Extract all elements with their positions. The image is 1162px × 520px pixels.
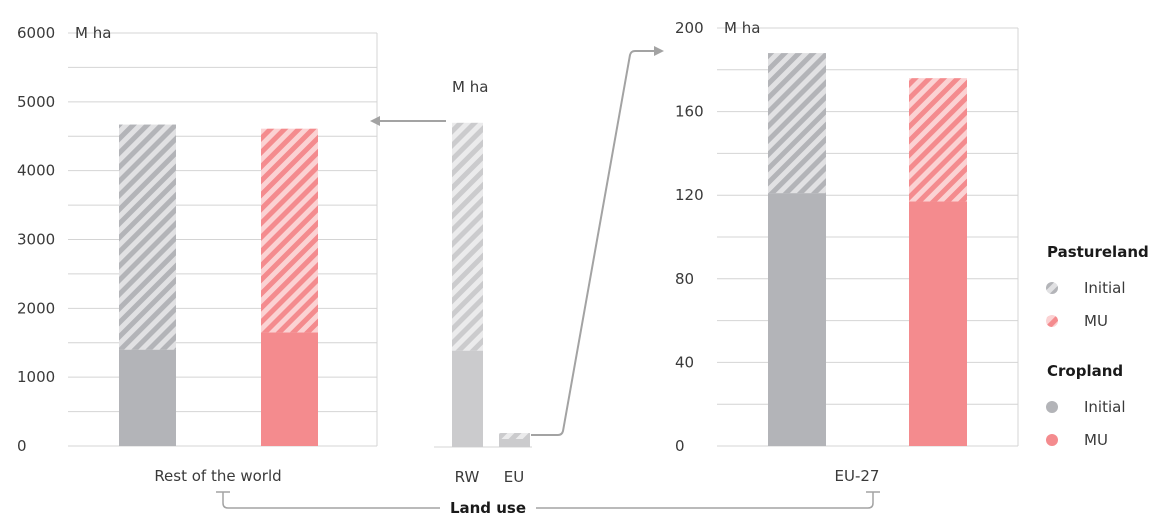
left-y-tick-label: 1000 xyxy=(17,368,55,386)
right-category-label: EU-27 xyxy=(835,467,880,485)
legend-swatch-crop-initial xyxy=(1046,401,1058,413)
right-bar-mu-cropland xyxy=(909,201,967,446)
left-bars xyxy=(119,124,318,446)
left-unit-label: M ha xyxy=(75,24,111,42)
left-bar-initial-cropland xyxy=(119,349,176,446)
middle-bar-rw-pastureland xyxy=(452,122,483,351)
legend-title-pastureland: Pastureland xyxy=(1047,243,1149,261)
right-y-tick-label: 120 xyxy=(675,186,704,204)
left-y-tick-label: 0 xyxy=(17,437,27,455)
middle-unit-label: M ha xyxy=(452,78,488,96)
right-y-tick-label: 200 xyxy=(675,19,704,37)
legend-label-crop-mu: MU xyxy=(1084,431,1108,449)
middle-category-rw: RW xyxy=(455,468,480,486)
right-bar-initial-cropland xyxy=(768,193,826,446)
right-bars xyxy=(768,53,967,446)
right-unit-label: M ha xyxy=(724,19,760,37)
middle-bar-eu-pastureland xyxy=(499,433,530,439)
left-bar-mu-cropland xyxy=(261,332,318,446)
rest-of-world-chart: 0 1000 2000 3000 4000 5000 6000 M ha Rest of t… xyxy=(17,24,378,485)
middle-bars xyxy=(452,122,530,447)
left-y-tick-label: 6000 xyxy=(17,24,55,42)
legend-title-cropland: Cropland xyxy=(1047,362,1123,380)
right-y-ticks: 0 40 80 120 160 200 xyxy=(675,19,704,455)
legend-swatch-crop-mu xyxy=(1046,434,1058,446)
right-gridlines xyxy=(717,27,1019,447)
middle-bar-eu-cropland xyxy=(499,439,530,447)
left-category-label: Rest of the world xyxy=(154,467,281,485)
right-y-tick-label: 0 xyxy=(675,437,685,455)
rw-eu-chart: M ha RW EU xyxy=(434,78,532,486)
eu27-chart: 0 40 80 120 160 200 M ha EU-27 xyxy=(675,19,1019,485)
left-bar-mu-pastureland xyxy=(261,128,318,333)
right-bar-initial-pastureland xyxy=(768,53,826,194)
left-y-tick-label: 3000 xyxy=(17,231,55,249)
legend-swatch-pasture-initial xyxy=(1046,282,1058,294)
right-y-tick-label: 80 xyxy=(675,270,694,288)
middle-bar-rw-cropland xyxy=(452,350,483,447)
bottom-title: Land use xyxy=(450,499,526,517)
legend-label-pasture-initial: Initial xyxy=(1084,279,1126,297)
legend-label-pasture-mu: MU xyxy=(1084,312,1108,330)
left-y-ticks: 0 1000 2000 3000 4000 5000 6000 xyxy=(17,24,55,455)
legend-label-crop-initial: Initial xyxy=(1084,398,1126,416)
bottom-bracket-right xyxy=(536,492,874,509)
left-y-tick-label: 4000 xyxy=(17,162,55,180)
right-y-tick-label: 40 xyxy=(675,353,694,371)
left-bar-initial-pastureland xyxy=(119,124,176,350)
arrow-to-eu27 xyxy=(531,46,664,436)
right-bar-mu-pastureland xyxy=(909,78,967,202)
left-y-tick-label: 2000 xyxy=(17,299,55,317)
legend: Pastureland Initial MU Cropland Initial … xyxy=(1046,243,1149,449)
right-y-tick-label: 160 xyxy=(675,103,704,121)
bottom-bracket-left xyxy=(222,492,440,509)
left-y-tick-label: 5000 xyxy=(17,93,55,111)
middle-category-eu: EU xyxy=(504,468,524,486)
legend-swatch-pasture-mu xyxy=(1046,315,1058,327)
left-gridlines xyxy=(68,32,378,447)
